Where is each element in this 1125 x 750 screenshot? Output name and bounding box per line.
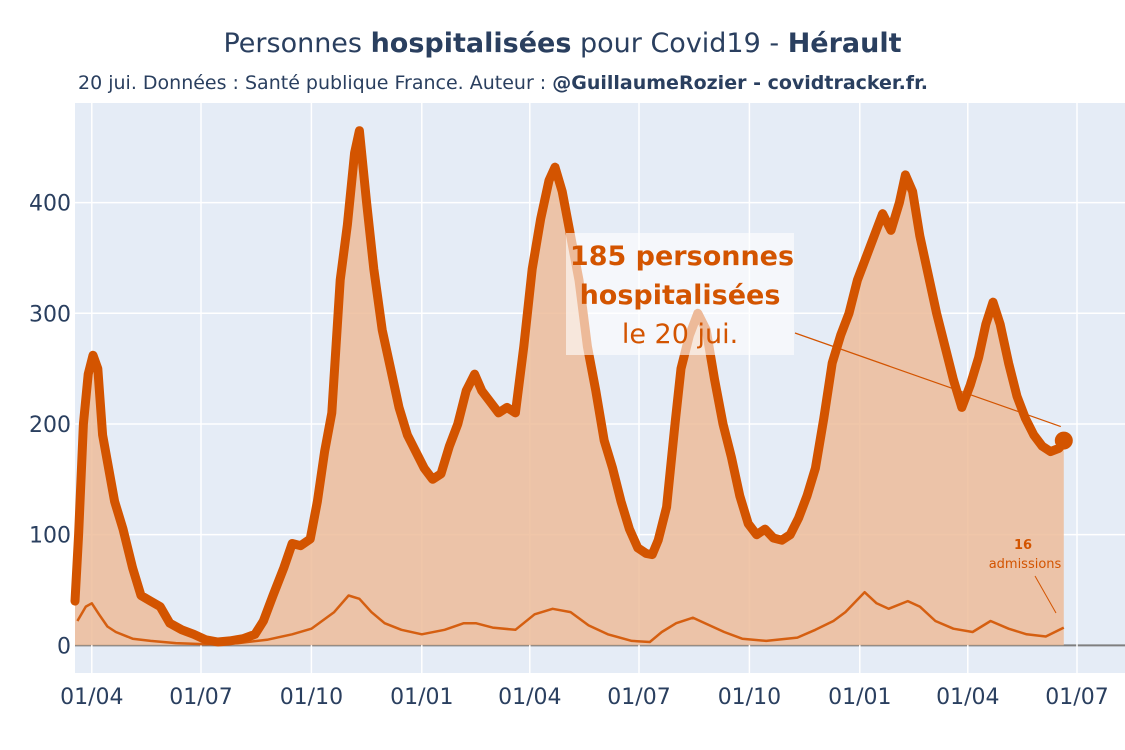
x-tick-label: 01/07	[169, 685, 232, 710]
annotation-layer: 185 personnes hospitalisées le 20 jui. 1…	[566, 233, 1062, 614]
chart-title: Personnes hospitalisées pour Covid19 - H…	[0, 28, 1125, 59]
title-prefix: Personnes	[223, 28, 371, 59]
latest-value-marker	[1054, 431, 1073, 450]
hospitalisations-area	[75, 130, 1064, 646]
x-tick-label: 01/04	[936, 685, 999, 710]
x-tick-label: 01/01	[828, 685, 891, 710]
y-tick-label: 100	[29, 524, 71, 549]
y-tick-label: 200	[29, 413, 71, 438]
annotation-line-1: 185 personnes	[570, 241, 794, 272]
x-tick-label: 01/07	[1045, 685, 1108, 710]
title-bold-word: hospitalisées	[370, 28, 572, 59]
annotation-arrow	[794, 332, 1061, 428]
subtitle-source: 20 jui. Données : Santé publique France.…	[78, 72, 553, 94]
annotation-line-2: hospitalisées	[580, 280, 781, 311]
x-tick-label: 01/10	[718, 685, 781, 710]
x-tick-label: 01/04	[498, 685, 561, 710]
admissions-text-label: admissions	[989, 557, 1062, 572]
y-tick-label: 300	[29, 302, 71, 327]
x-tick-label: 01/07	[607, 685, 670, 710]
chart-subtitle: 20 jui. Données : Santé publique France.…	[78, 72, 928, 94]
y-tick-label: 400	[29, 192, 71, 217]
x-axis: 01/04 01/07 01/10 01/01 01/04 01/07 01/10 01/01…	[60, 685, 1109, 710]
annotation-box	[566, 233, 794, 355]
subtitle-author: @GuillaumeRozier - covidtracker.fr.	[552, 72, 928, 94]
annotation-line-3: le 20 jui.	[622, 319, 738, 350]
admissions-value-label: 16	[1014, 538, 1032, 553]
y-tick-label: 0	[57, 634, 71, 659]
x-tick-label: 01/10	[280, 685, 343, 710]
x-tick-label: 01/04	[60, 685, 123, 710]
title-middle: pour Covid19 -	[571, 28, 788, 59]
admissions-arrow	[1034, 575, 1057, 614]
title-region: Hérault	[787, 28, 902, 59]
x-tick-label: 01/01	[390, 685, 453, 710]
y-axis: 0 100 200 300 400	[29, 192, 71, 660]
